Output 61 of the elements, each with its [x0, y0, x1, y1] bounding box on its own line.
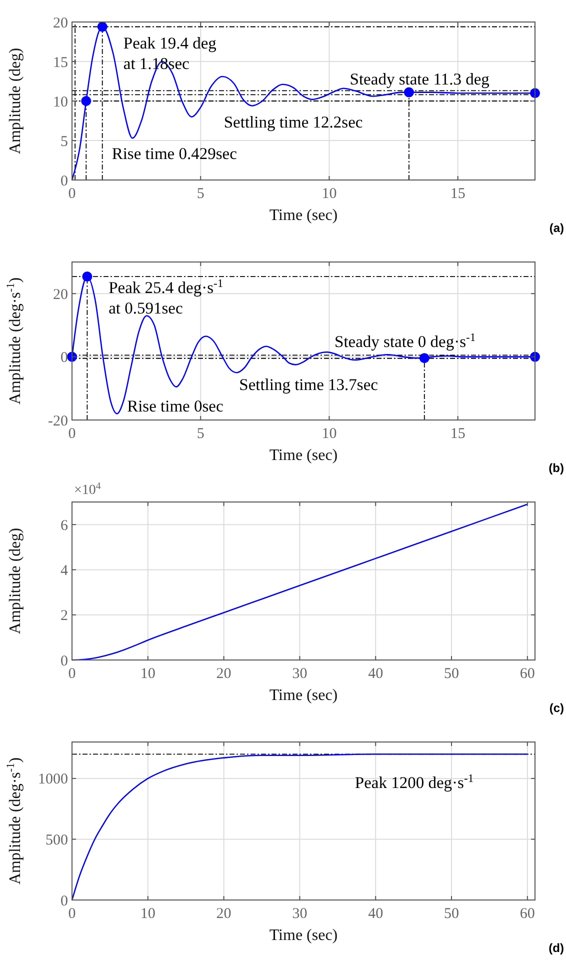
text: ×10$^{4}$	[74, 480, 101, 498]
point	[97, 22, 108, 32]
x-tick-label: 15	[450, 426, 466, 442]
y-tick-label: 20	[53, 286, 68, 303]
annotation: Peak 25.4 deg·s$^{-1}$	[108, 278, 224, 298]
annotation: Peak 1200 deg·s$^{-1}$	[354, 772, 474, 792]
x-tick-label: 30	[292, 906, 308, 922]
x-tick-label: 10	[140, 666, 156, 682]
annotation: at 1.18sec	[123, 54, 190, 73]
x-tick-label: 40	[368, 906, 384, 922]
y-tick-label: 6	[60, 518, 68, 534]
x-tick-label: 10	[322, 186, 337, 202]
y-tick-label: 5	[60, 134, 68, 150]
y-tick-label: 0	[60, 653, 68, 670]
text: (a)	[549, 221, 564, 235]
x-tick-label: 50	[444, 666, 460, 682]
y-tick-label: 4	[60, 562, 68, 579]
x-tick-label: 50	[444, 906, 460, 922]
x-tick-label: 20	[216, 666, 232, 682]
y-tick-label: -20	[48, 413, 68, 430]
x-axis-title: Time (sec)	[269, 687, 338, 704]
y-axis-title: Amplitude (deg)	[7, 48, 24, 154]
x-tick-label: 60	[520, 666, 535, 682]
y-tick-label: 20	[53, 15, 68, 32]
x-tick-label: 10	[322, 426, 337, 442]
annotation: Peak 19.4 deg	[123, 33, 216, 52]
y-tick-label: 2	[60, 608, 68, 624]
x-tick-label: 60	[520, 906, 535, 922]
annotation: Settling time 13.7sec	[239, 374, 378, 394]
point	[82, 272, 92, 282]
point	[81, 96, 92, 106]
y-tick-label: 0	[60, 173, 68, 190]
point	[419, 353, 430, 364]
annotation: Rise time 0sec	[127, 396, 224, 416]
y-tick-label: 0	[60, 893, 68, 910]
y-tick-label: 0	[60, 350, 68, 366]
annotation: at 0.591sec	[108, 298, 183, 318]
y-tick-label: 500	[46, 832, 68, 848]
x-axis-title: Time (sec)	[269, 447, 338, 464]
point	[404, 87, 414, 98]
x-tick-label: 10	[140, 906, 156, 922]
text: (c)	[549, 701, 564, 715]
annotation: Steady state 11.3 deg	[350, 70, 490, 89]
line-series	[71, 754, 528, 901]
y-axis-title: Amplitude (deg)	[7, 528, 24, 634]
x-axis-title: Time (sec)	[269, 927, 338, 944]
x-tick-label: 30	[292, 666, 308, 682]
x-tick-label: 40	[368, 666, 384, 682]
text: (b)	[548, 461, 564, 475]
annotation: Settling time 12.2sec	[224, 112, 363, 132]
annotation: Steady state 0 deg·s$^{-1}$	[334, 332, 476, 351]
x-tick-label: 15	[450, 186, 466, 202]
y-tick-label: 10	[53, 94, 68, 110]
x-tick-label: 20	[216, 906, 232, 922]
x-axis-title: Time (sec)	[269, 207, 338, 224]
annotation: Rise time 0.429sec	[112, 144, 237, 163]
y-tick-label: 15	[53, 54, 68, 71]
text: (d)	[548, 941, 564, 955]
x-tick-label: 5	[196, 426, 204, 442]
x-tick-label: 5	[196, 186, 204, 202]
y-tick-label: 1000	[38, 772, 68, 788]
